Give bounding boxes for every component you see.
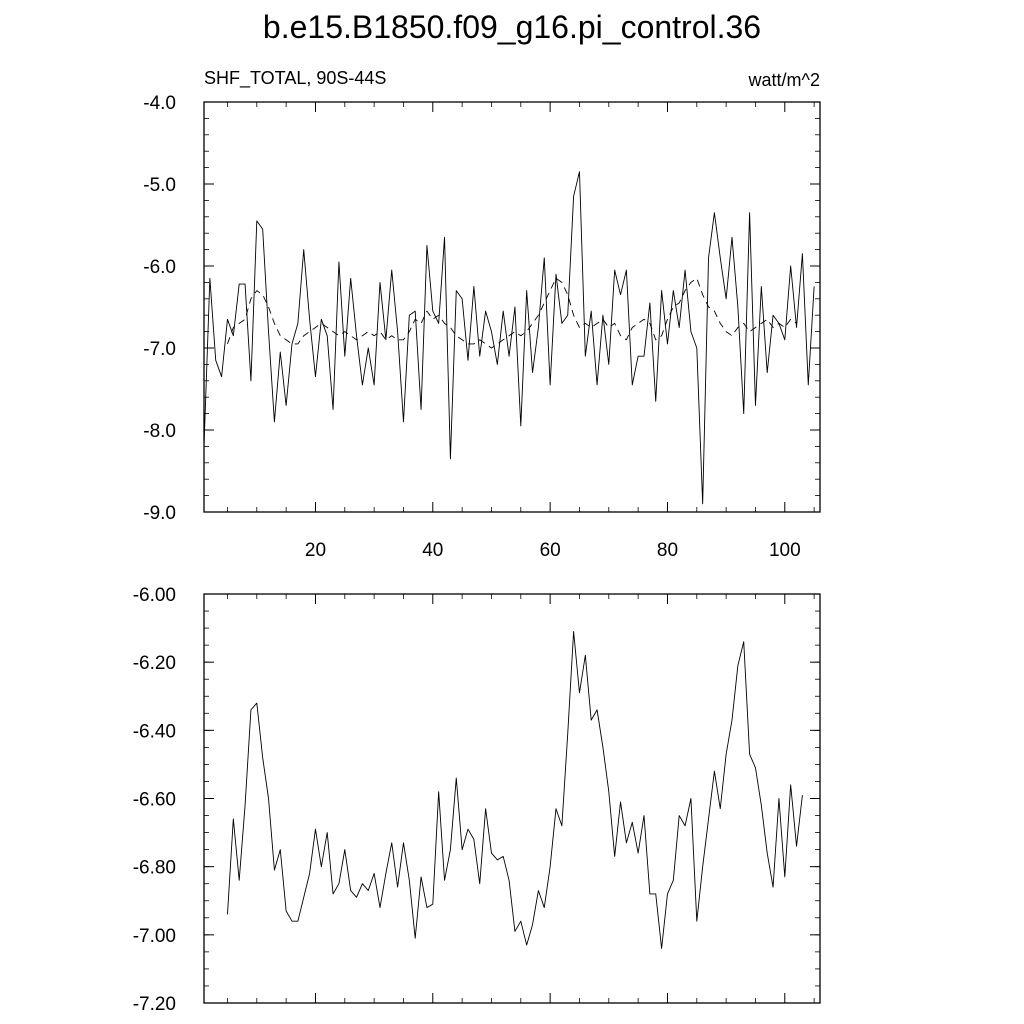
top-x-tick-label: 60: [540, 540, 561, 561]
bottom-y-tick-label: -7.20: [133, 994, 176, 1015]
bottom-series-solid-line: [227, 631, 803, 949]
bottom-plot-frame: [203, 593, 821, 1004]
top-series-solid-line: [203, 171, 815, 505]
top-x-tick-label: 80: [657, 540, 678, 561]
top-x-tick-label: 40: [422, 540, 443, 561]
bottom-y-tick-label: -6.80: [133, 858, 176, 879]
top-panel: SHF_TOTAL, 90S-44S watt/m^2 -4.0 -5.0 -6.0…: [143, 68, 821, 561]
top-y-tick-label: -5.0: [143, 175, 176, 196]
top-y-tick-label: -4.0: [143, 93, 176, 114]
top-y-tick-label: -7.0: [143, 339, 176, 360]
bottom-y-tick-label: -6.60: [133, 790, 176, 811]
bottom-axes-layer: -6.00 -6.20 -6.40 -6.60 -6.80 -7.00 -7.20: [133, 585, 820, 1015]
top-series-layer: [203, 171, 815, 505]
top-axes-layer: -4.0 -5.0 -6.0 -7.0 -8.0 -9.0 20 40 60 80 100: [143, 93, 820, 561]
top-panel-units-label: watt/m^2: [748, 70, 820, 90]
bottom-y-tick-label: -6.20: [133, 653, 176, 674]
bottom-y-tick-label: -7.00: [133, 926, 176, 947]
top-y-tick-label: -9.0: [143, 503, 176, 524]
top-x-tick-label: 20: [305, 540, 326, 561]
bottom-y-tick-label: -6.00: [133, 585, 176, 606]
top-plot-frame: [203, 101, 821, 513]
bottom-series-layer: [227, 631, 803, 949]
bottom-y-tick-label: -6.40: [133, 721, 176, 742]
top-panel-variable-label: SHF_TOTAL, 90S-44S: [204, 68, 386, 89]
figure-title: b.e15.B1850.f09_g16.pi_control.36: [263, 9, 761, 45]
top-y-tick-label: -8.0: [143, 421, 176, 442]
top-x-tick-label: 100: [769, 540, 801, 561]
top-y-tick-label: -6.0: [143, 257, 176, 278]
bottom-panel: -6.00 -6.20 -6.40 -6.60 -6.80 -7.00 -7.20: [133, 585, 821, 1015]
top-series-dashed-line: [227, 277, 797, 349]
